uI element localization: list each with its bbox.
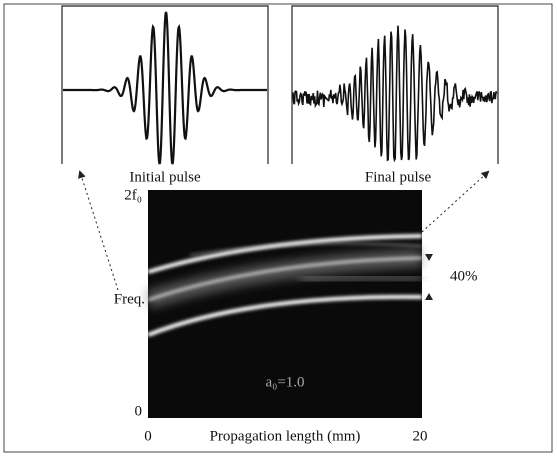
x-axis-label: Propagation length (mm) (210, 428, 361, 444)
final-panel-frame (291, 5, 499, 164)
x-right-label: 20 (413, 428, 428, 444)
final-pulse (292, 25, 498, 163)
y-axis-label: Freq. (114, 291, 145, 307)
initial-pulse (63, 11, 267, 165)
x-left-label: 0 (144, 428, 152, 444)
initial-panel-frame (61, 5, 269, 164)
annotation: 40% (450, 268, 478, 284)
parameter: a₀=1.0 (265, 374, 304, 390)
y-bottom-label: 0 (135, 403, 143, 419)
arrow-initial (78, 170, 119, 291)
final-label: Final pulse (365, 169, 432, 185)
frame (3, 3, 553, 453)
range-markers (425, 254, 433, 300)
y-top-label: 2f₀ (124, 187, 142, 203)
arrow-final (421, 170, 490, 233)
initial-label: Initial pulse (129, 169, 201, 185)
spectral-bands (145, 234, 423, 337)
